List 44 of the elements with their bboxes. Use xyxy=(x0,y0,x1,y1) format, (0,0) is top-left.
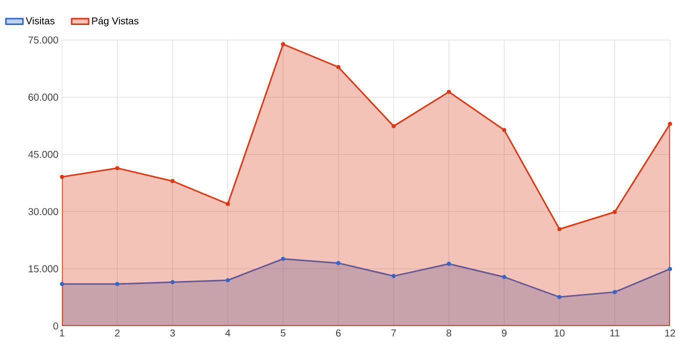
point xyxy=(392,124,396,128)
x-tick-label: 12 xyxy=(665,330,676,336)
x-tick-label: 3 xyxy=(170,330,175,337)
legend-label: Visitas xyxy=(26,17,54,24)
point xyxy=(336,65,340,70)
x-tick-label: 7 xyxy=(391,330,396,336)
point xyxy=(60,174,64,179)
point xyxy=(170,179,175,184)
y-tick-label: 30.000 xyxy=(28,208,58,216)
y-tick-label: 0 xyxy=(53,322,58,330)
point xyxy=(115,282,120,286)
point xyxy=(60,282,64,286)
x-tick-label: 9 xyxy=(502,330,506,337)
y-tick-label: 15.000 xyxy=(28,265,58,272)
x-tick-label: 10 xyxy=(554,330,565,337)
x-tick-label: 1 xyxy=(60,330,64,336)
point xyxy=(392,274,396,278)
x-tick-label: 2 xyxy=(115,330,120,336)
point xyxy=(446,90,451,94)
point xyxy=(281,256,286,261)
x-tick-label: 8 xyxy=(446,330,452,337)
point xyxy=(170,280,175,284)
point xyxy=(226,278,230,282)
point xyxy=(446,262,451,266)
point xyxy=(557,294,562,300)
y-tick-label: 45.000 xyxy=(28,150,58,158)
x-tick-label: 11 xyxy=(610,330,620,336)
point xyxy=(668,266,672,272)
x-tick-label: 5 xyxy=(280,330,286,336)
point xyxy=(115,166,120,170)
y-tick-label: 60.000 xyxy=(28,94,58,101)
point xyxy=(612,210,617,214)
x-tick-label: 4 xyxy=(225,330,230,336)
point xyxy=(502,128,506,132)
point xyxy=(336,261,340,266)
y-tick-label: 75.000 xyxy=(28,36,58,44)
point xyxy=(502,274,506,280)
x-tick-label: 6 xyxy=(336,330,341,337)
point xyxy=(226,202,230,206)
point xyxy=(557,227,562,232)
point xyxy=(281,42,286,46)
point xyxy=(668,122,672,126)
legend-label: Pág Vistas xyxy=(92,16,138,26)
point xyxy=(612,290,617,294)
